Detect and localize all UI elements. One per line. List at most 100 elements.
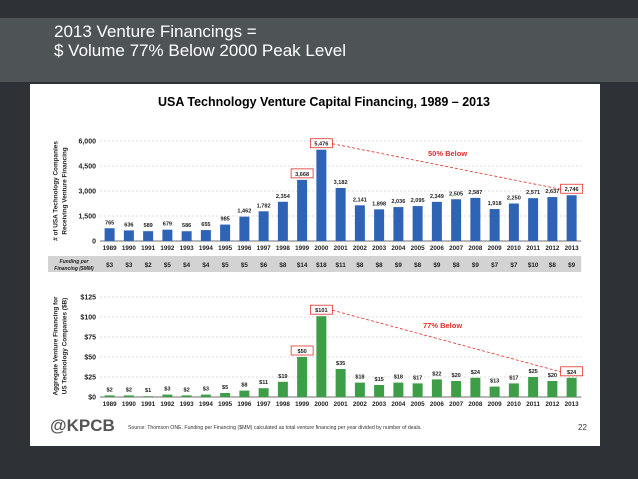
top-x-tick-labels: 1989 1990 1991 1992 1993 1994 1995 1996 1997 1998… [103,245,580,252]
x-tick-label: 2002 [353,245,368,252]
x-tick-label: 1998 [276,401,291,408]
bar-1995 [220,224,231,241]
top-chart-title: USA Technology Venture Capital Financing… [158,95,490,109]
data-label: 636 [124,222,133,228]
data-label-box [560,183,584,194]
table-cell: $6 [260,262,268,269]
table-cell: $4 [202,262,210,269]
table-row-label: Funding per [60,259,90,265]
trend-callout-line [332,309,561,373]
x-tick-label: 2000 [314,245,329,252]
slide-title-line-2: $ Volume 77% Below 2000 Peak Level [54,41,347,60]
data-label: 2,349 [430,194,444,200]
x-tick-label: 2007 [449,245,464,252]
data-label: 679 [163,222,172,228]
x-tick-label: 1996 [237,401,252,408]
top-axis: 0 1,500 3,000 4,500 6,000 [78,139,582,246]
y-tick-label: $75 [84,335,96,342]
x-tick-label: 1996 [237,245,252,252]
data-label-box [309,304,333,315]
bar-2010 [508,383,519,397]
table-cell: $9 [433,262,441,269]
table-cell: $18 [316,262,327,269]
x-tick-label: 2005 [411,401,426,408]
table-cell: $11 [336,262,347,269]
x-tick-label: 2009 [488,401,503,408]
bar-2001 [335,369,346,397]
table-cell: $2 [145,262,153,269]
bar-1993 [181,395,192,397]
bar-1996 [239,216,250,241]
data-label: 2,505 [449,191,463,197]
x-tick-label: 2004 [391,245,406,252]
trend-callout-line [332,143,561,190]
data-label: $20 [548,373,557,379]
data-label: 1,918 [488,201,502,207]
data-label: $24 [471,370,481,376]
table-cell: $8 [414,262,422,269]
data-label: $5 [222,385,228,391]
data-label: $3 [164,387,170,393]
data-label: $15 [374,377,383,383]
y-tick-label: $0 [88,395,96,402]
x-tick-label: 2003 [372,245,387,252]
venture-financing-chart: USA Technology Venture Capital Financing… [48,95,587,435]
bar-1998 [277,381,288,397]
x-tick-label: 1998 [276,245,291,252]
data-label: $11 [259,380,268,386]
y-tick-label: $125 [80,295,96,302]
data-label: $3 [203,387,209,393]
x-tick-label: 2006 [430,245,445,252]
data-label: $17 [509,375,518,381]
source-footnote: Source: Thomson ONE. Funding per Financi… [128,425,422,431]
table-background [48,256,582,272]
data-label: 2,095 [411,198,425,204]
x-tick-label: 1999 [295,401,310,408]
x-tick-label: 1991 [141,401,156,408]
data-label: 2,036 [391,199,405,205]
x-tick-label: 2010 [507,401,522,408]
bar-2013 [566,377,577,397]
bar-2009 [489,386,500,397]
bar-2004 [393,207,404,241]
bar-1994 [200,230,211,241]
data-label: 1,462 [237,209,251,215]
x-tick-label: 2011 [526,245,540,252]
table-cell: $5 [164,262,172,269]
bar-2012 [547,381,558,397]
kpcb-logo: @KPCB [50,416,115,435]
x-tick-label: 1994 [199,245,214,252]
x-tick-label: 1997 [257,401,272,408]
data-label: 2,587 [468,190,482,196]
data-label: 985 [220,217,229,223]
table-cell: $8 [376,262,384,269]
bar-1991 [143,231,154,241]
data-label: 3,182 [334,180,348,186]
table-cell: $14 [297,262,308,269]
x-tick-label: 2001 [334,401,349,408]
table-cell: $10 [528,262,539,269]
bar-1990 [123,395,134,397]
x-tick-label: 2008 [468,245,483,252]
bar-2004 [393,382,404,397]
data-label: 2,141 [353,197,367,203]
table-cell: $8 [453,262,461,269]
data-label: $101 [315,308,327,314]
x-tick-label: 1991 [141,245,156,252]
data-label: $24 [567,370,577,376]
x-tick-label: 1995 [218,245,233,252]
data-label: 2,354 [276,194,291,200]
top-bars: 765 636 589 679 586 655 985 1,462 1,782 2,354 3,66… [104,138,584,241]
bar-2000 [316,316,327,397]
top-ylabel-line: Receiving Venture Financing [62,147,69,234]
data-label: $2 [107,387,113,393]
x-tick-label: 2012 [545,401,560,408]
data-label: 3,668 [295,172,309,178]
bar-1994 [200,394,211,397]
x-tick-label: 1997 [257,245,272,252]
bar-1992 [162,229,173,241]
y-tick-label: $50 [84,355,96,362]
data-label: 765 [105,220,114,226]
x-tick-label: 2009 [488,245,503,252]
